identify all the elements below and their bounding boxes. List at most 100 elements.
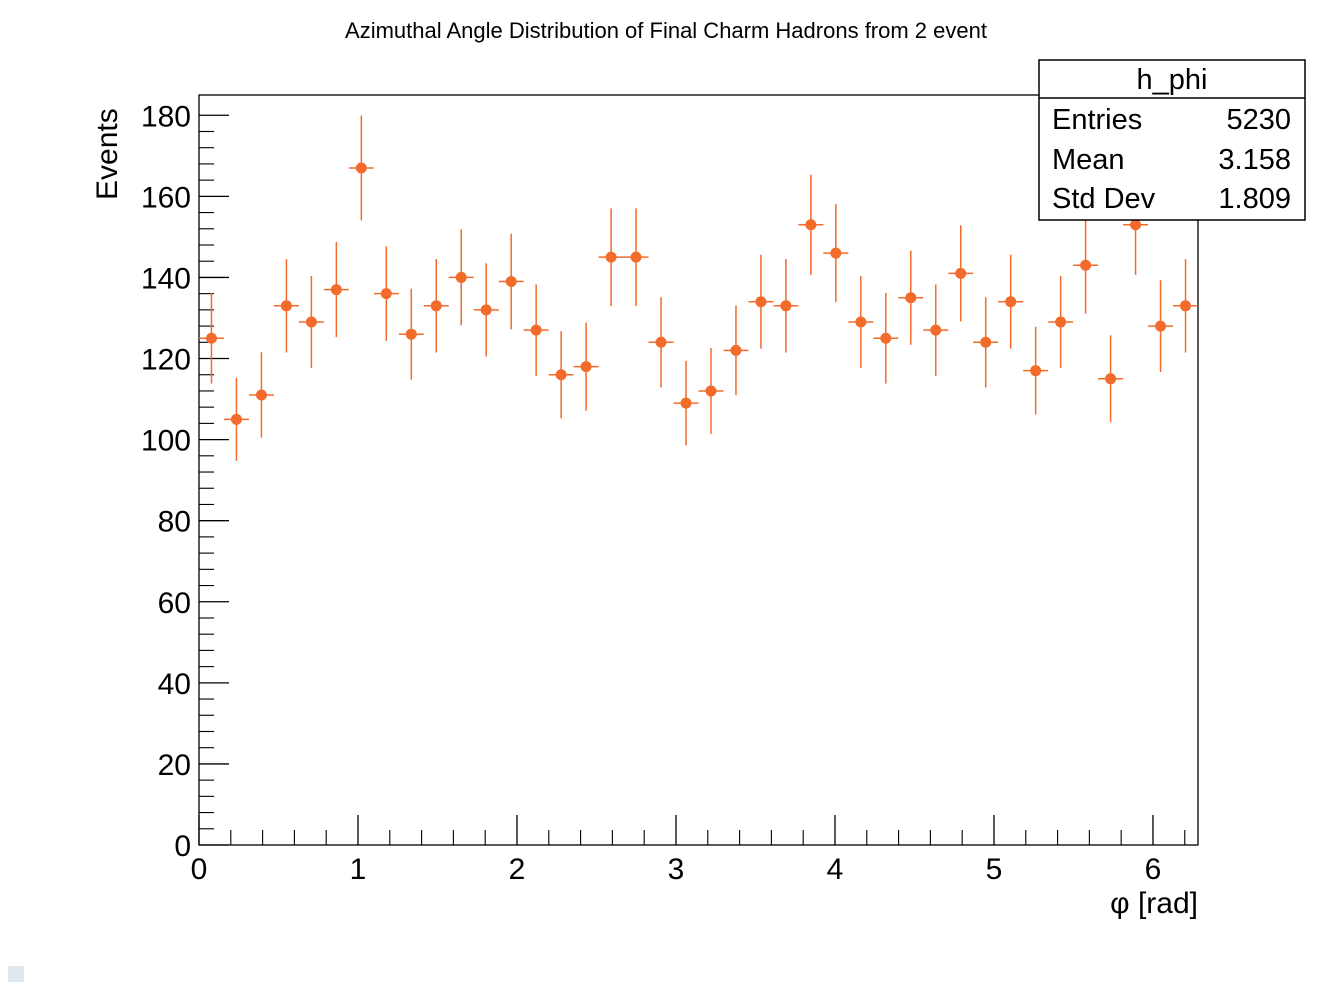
data-point (723, 305, 749, 396)
stats-mean-value: 3.158 (1218, 144, 1291, 176)
data-point (473, 263, 499, 357)
data-marker (380, 288, 392, 300)
y-tick-label: 180 (141, 100, 191, 133)
data-marker (530, 324, 542, 336)
data-point (798, 174, 824, 275)
plot-frame (198, 94, 1199, 846)
data-point (773, 259, 799, 353)
data-marker (905, 292, 917, 304)
data-point (873, 292, 899, 384)
data-marker (230, 413, 242, 425)
x-tick-label: 4 (827, 853, 844, 886)
data-point (548, 331, 574, 419)
stats-stddev-label: Std Dev (1052, 183, 1156, 215)
data-point (323, 242, 349, 338)
x-tick-label: 1 (350, 853, 367, 886)
data-point (648, 297, 674, 388)
y-tick-label: 0 (174, 830, 191, 863)
data-marker (280, 300, 292, 312)
data-point (273, 259, 299, 353)
data-marker (1005, 296, 1017, 308)
data-marks (199, 115, 1198, 461)
data-point (498, 233, 524, 330)
data-marker (305, 316, 317, 328)
data-marker (1130, 219, 1142, 231)
x-tick-label: 5 (986, 853, 1003, 886)
x-tick-label: 2 (509, 853, 526, 886)
y-tick-label: 60 (158, 587, 191, 620)
data-marker (980, 336, 992, 348)
y-tick-label: 120 (141, 344, 191, 377)
data-point (373, 246, 399, 341)
data-marker (730, 344, 742, 356)
data-point (598, 208, 624, 306)
y-tick-label: 20 (158, 749, 191, 782)
data-marker (655, 336, 667, 348)
x-axis-label: φ [rad] (1110, 887, 1198, 920)
data-marker (1030, 365, 1042, 377)
data-point (298, 275, 324, 369)
corner-marker (8, 966, 24, 982)
data-marker (705, 385, 717, 397)
data-point (248, 352, 274, 438)
data-point (423, 259, 449, 353)
data-marker (880, 332, 892, 344)
data-point (1098, 335, 1124, 423)
data-marker (205, 332, 217, 344)
chart-title: Azimuthal Angle Distribution of Final Ch… (345, 18, 987, 43)
stats-box: h_phi Entries 5230 Mean 3.158 Std Dev 1.… (1038, 59, 1306, 221)
data-marker (505, 275, 517, 287)
data-marker (755, 296, 767, 308)
data-point (848, 275, 874, 369)
data-marker (1180, 300, 1192, 312)
y-tick-label: 100 (141, 425, 191, 458)
data-point (623, 208, 649, 306)
stats-mean-label: Mean (1052, 144, 1125, 176)
data-point (1073, 216, 1099, 314)
y-axis-label: Events (91, 108, 124, 200)
data-marker (780, 300, 792, 312)
data-point (223, 377, 249, 461)
data-point (1173, 259, 1198, 353)
data-marker (455, 271, 467, 283)
data-point (973, 297, 999, 388)
data-marker (930, 324, 942, 336)
data-point (199, 292, 224, 384)
data-marker (830, 247, 842, 259)
data-marker (955, 267, 967, 279)
data-point (823, 204, 849, 303)
axis-ticks: 0 20 40 60 80 100 120 140 160 180 0 1 2 3 4 5 6 (141, 100, 1186, 886)
data-point (748, 254, 774, 349)
data-marker (1055, 316, 1067, 328)
data-marker (255, 389, 267, 401)
data-marker (805, 219, 817, 231)
y-tick-label: 140 (141, 262, 191, 295)
data-marker (1105, 373, 1117, 385)
x-tick-label: 6 (1145, 853, 1162, 886)
data-marker (605, 251, 617, 263)
data-point (1148, 280, 1174, 372)
data-marker (355, 162, 367, 174)
data-marker (555, 369, 567, 381)
y-tick-label: 160 (141, 181, 191, 214)
data-marker (1155, 320, 1167, 332)
data-marker (855, 316, 867, 328)
data-point (923, 284, 949, 376)
data-marker (680, 397, 692, 409)
data-point (948, 225, 974, 322)
y-tick-label: 40 (158, 668, 191, 701)
data-point (573, 322, 599, 411)
data-marker (330, 284, 342, 296)
data-point (1048, 275, 1074, 369)
stats-stddev-value: 1.809 (1218, 183, 1291, 215)
stats-box-title: h_phi (1137, 64, 1208, 96)
data-point (698, 348, 724, 434)
y-tick-label: 80 (158, 506, 191, 539)
x-tick-label: 0 (191, 853, 208, 886)
data-marker (1080, 259, 1092, 271)
data-point (673, 360, 699, 446)
data-point (898, 250, 924, 345)
stats-entries-label: Entries (1052, 104, 1142, 136)
data-marker (580, 361, 592, 373)
